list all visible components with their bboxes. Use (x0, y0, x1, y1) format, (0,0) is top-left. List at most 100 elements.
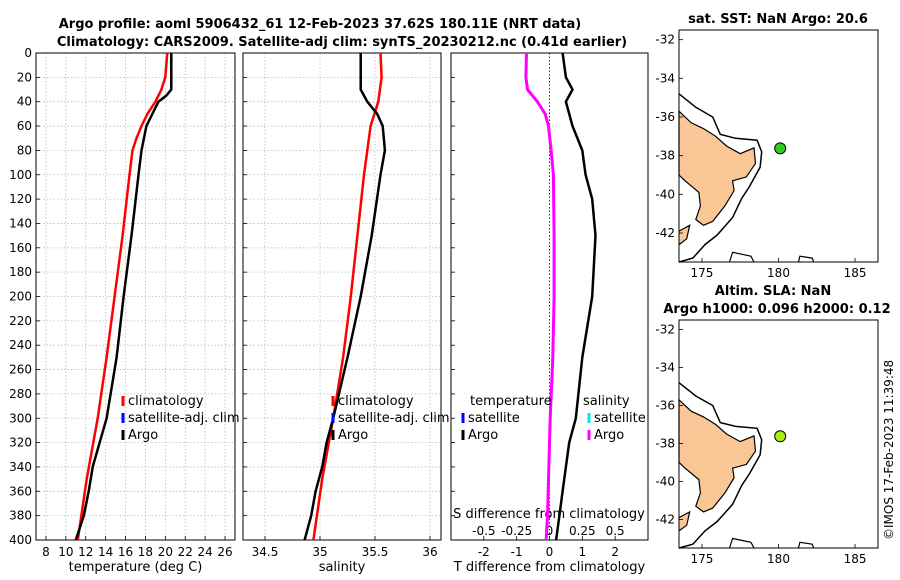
y-tick-label: 380 (9, 509, 32, 523)
x-axis-label: temperature (deg C) (69, 560, 203, 575)
x-tick-label: 0 (546, 545, 554, 559)
legend-entry: Argo (594, 428, 624, 443)
argo-location-marker (774, 430, 787, 443)
s-tick-label: -0.25 (501, 524, 532, 538)
x-tick-label: 26 (217, 545, 232, 559)
x-tick-label: 180 (767, 552, 790, 566)
x-tick-label: -2 (478, 545, 490, 559)
y-tick-label: 0 (24, 46, 32, 60)
x-tick-label: 2 (611, 545, 619, 559)
y-tick-label: 100 (9, 168, 32, 182)
x-tick-label: 24 (198, 545, 213, 559)
x-tick-label: 35 (312, 545, 327, 559)
y-tick-label: -40 (655, 187, 675, 201)
s-tick-label: 0 (546, 524, 554, 538)
y-tick-label: 280 (9, 387, 32, 401)
legend-entry: satellite-adj. clim (338, 411, 450, 426)
map2-title-line2: Argo h1000: 0.096 h2000: 0.12 (663, 302, 890, 317)
argo-location-marker (774, 142, 787, 155)
legend-entry: satellite-adj. clim (128, 411, 240, 426)
s-tick-label: 0.5 (606, 524, 625, 538)
salinity-panel: 34.5 35 35.5 36 salinity climatology satellite… (242, 52, 450, 575)
y-tick-label: -32 (655, 323, 675, 337)
x-tick-label: 34.5 (252, 545, 279, 559)
x-tick-label: 175 (691, 552, 714, 566)
x-tick-label: 35.5 (362, 545, 389, 559)
bathymetry-contour (797, 541, 815, 549)
x-tick-label: 14 (98, 545, 113, 559)
y-tick-label: 320 (9, 436, 32, 450)
y-tick-label: 80 (17, 143, 32, 157)
y-tick-label: -34 (655, 361, 675, 375)
x-tick-label: 10 (58, 545, 73, 559)
y-tick-label: 20 (17, 70, 32, 84)
x-tick-label: -1 (511, 545, 523, 559)
y-tick-label: 220 (9, 314, 32, 328)
x-tick-label: 16 (118, 545, 133, 559)
south-island-land (678, 224, 691, 246)
temperature-panel: 8 10 12 14 16 18 20 22 24 26020406080100120140160… (9, 46, 240, 575)
x-tick-label: 20 (158, 545, 173, 559)
y-tick-label: -42 (655, 226, 675, 240)
north-island-land (678, 398, 757, 513)
bathymetry-contour (797, 255, 815, 263)
bathymetry-contour (678, 382, 763, 549)
series-argo-line (74, 53, 173, 541)
bathymetry-contour (728, 537, 755, 549)
y-tick-label: 240 (9, 338, 32, 352)
legend-entry: Argo (468, 428, 498, 443)
south-island-land (678, 510, 691, 532)
series-temperature-diff-line (554, 52, 597, 541)
y-tick-label: -36 (655, 399, 675, 413)
x-tick-label: 12 (78, 545, 93, 559)
y-tick-label: 340 (9, 460, 32, 474)
x-tick-label: 180 (767, 266, 790, 280)
y-tick-label: -38 (655, 437, 675, 451)
x-tick-label: 36 (422, 545, 437, 559)
figure-title-line2: Climatology: CARS2009. Satellite-adj cli… (57, 35, 627, 50)
x-tick-label: 185 (844, 266, 867, 280)
y-tick-label: 140 (9, 216, 32, 230)
s-tick-label: -0.5 (472, 524, 495, 538)
y-tick-label: 160 (9, 241, 32, 255)
x-tick-label: 175 (691, 266, 714, 280)
y-tick-label: 180 (9, 265, 32, 279)
timestamp-stamp: ©IMOS 17-Feb-2023 11:39:48 (882, 360, 896, 540)
legend-entry: Argo (128, 428, 158, 443)
y-tick-label: 400 (9, 533, 32, 547)
y-tick-label: -34 (655, 71, 675, 85)
north-island-land (678, 109, 757, 226)
legend-entry: climatology (338, 394, 414, 409)
x-tick-label: 22 (178, 545, 193, 559)
x-axis-label: salinity (319, 560, 366, 575)
y-tick-label: 60 (17, 119, 32, 133)
y-tick-label: 200 (9, 290, 32, 304)
bathymetry-contour (678, 93, 763, 263)
y-tick-label: 260 (9, 363, 32, 377)
map-panel-sla: 175 180 185 -32 -34 -36 -38 -40 -42 (655, 319, 879, 566)
y-tick-label: -38 (655, 149, 675, 163)
x-tick-label: 18 (138, 545, 153, 559)
y-tick-label: 360 (9, 484, 32, 498)
legend-entry: satellite (594, 411, 646, 426)
legend-entry: climatology (128, 394, 204, 409)
map-panel-sst: 175 180 185 -32 -34 -36 -38 -40 -42 (655, 29, 879, 280)
y-tick-label: -32 (655, 33, 675, 47)
legend-entry: Argo (338, 428, 368, 443)
legend-entry: satellite (468, 411, 520, 426)
x-axis-label-salinity: S difference from climatology (453, 507, 645, 522)
x-tick-label: 185 (844, 552, 867, 566)
y-tick-label: 300 (9, 411, 32, 425)
x-tick-label: 8 (42, 545, 50, 559)
bathymetry-contour (728, 251, 755, 263)
y-tick-label: 120 (9, 192, 32, 206)
series-argo-line (303, 53, 387, 541)
y-tick-label: -40 (655, 475, 675, 489)
y-tick-label: -36 (655, 110, 675, 124)
x-tick-label: 1 (579, 545, 587, 559)
difference-panel: -2 -1 0 1 2T difference from climatology S di… (450, 52, 649, 575)
legend-title-salinity: salinity (583, 394, 630, 409)
legend-title-temperature: temperature (470, 394, 552, 409)
y-tick-label: -42 (655, 513, 675, 527)
